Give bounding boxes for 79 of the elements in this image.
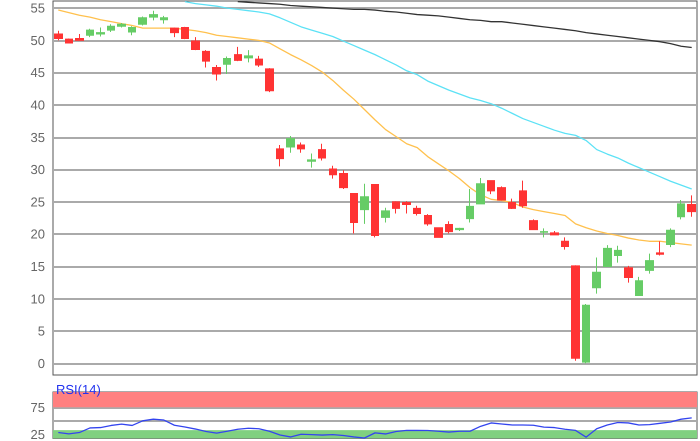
candlestick: [65, 38, 73, 44]
y-tick-label: 15: [30, 258, 45, 274]
candlestick: [138, 16, 147, 26]
candlestick: [434, 227, 443, 238]
candlestick: [360, 183, 369, 224]
line-series: [184, 0, 692, 190]
candlestick: [603, 244, 612, 267]
candlestick: [476, 177, 485, 204]
candlestick: [508, 198, 516, 210]
candlestick: [318, 143, 326, 162]
candlestick: [413, 205, 421, 216]
candlestick: [286, 136, 295, 154]
candlestick: [687, 194, 696, 218]
candlestick: [582, 303, 590, 364]
candlestick: [276, 144, 284, 167]
candlestick: [244, 50, 253, 63]
candlestick: [128, 26, 136, 36]
candlestick: [255, 55, 263, 68]
candlestick: [350, 192, 358, 234]
y-tick-label: 5: [38, 324, 45, 339]
candlestick: [561, 236, 569, 250]
candlestick: [117, 22, 126, 28]
candlestick: [307, 152, 316, 168]
candlestick: [86, 28, 94, 38]
line-series: [58, 417, 692, 439]
candlestick: [202, 50, 210, 68]
y-tick-label: 35: [30, 130, 45, 145]
candlestick: [96, 26, 105, 38]
y-tick-label: 75: [30, 400, 45, 415]
y-tick-label: 25: [30, 427, 45, 441]
y-tick-label: 45: [30, 65, 45, 80]
candlestick: [160, 15, 168, 24]
candlestick: [402, 200, 411, 214]
candlestick: [191, 36, 200, 51]
candlestick: [677, 199, 685, 220]
candlestick: [212, 64, 221, 81]
candlestick: [265, 68, 274, 93]
line-series: [237, 0, 692, 48]
candlestick: [392, 200, 400, 214]
candlestick: [339, 170, 348, 190]
candlestick: [297, 142, 305, 154]
candlestick: [329, 165, 337, 180]
candlestick: [223, 56, 231, 74]
candlestick: [170, 26, 179, 38]
candlestick: [656, 240, 664, 256]
y-tick-label: 0: [38, 356, 45, 371]
candlestick: [540, 228, 548, 238]
candlestick: [592, 256, 601, 294]
line-series: [58, 9, 692, 246]
candlestick: [424, 214, 432, 226]
candlestick: [487, 180, 495, 195]
candlestick: [54, 30, 63, 41]
candlestick: [381, 207, 390, 224]
candlestick: [149, 10, 158, 21]
candlestick: [181, 26, 189, 40]
candlestick: [234, 46, 242, 62]
candlestick: [666, 228, 675, 248]
candlestick: [466, 188, 474, 224]
y-tick-label: 40: [30, 97, 45, 112]
candlestick: [497, 186, 506, 202]
candlestick: [519, 180, 527, 208]
y-tick-label: 20: [30, 226, 45, 242]
candlestick: [371, 184, 379, 238]
y-tick-label: 30: [30, 162, 45, 178]
candlestick: [571, 264, 580, 362]
candlestick: [645, 253, 654, 274]
candlestick: [107, 24, 115, 33]
y-tick-label: 10: [30, 291, 45, 306]
candlestick: [635, 276, 643, 296]
y-tick-label: 50: [30, 32, 45, 48]
candlestick: [445, 220, 453, 234]
y-tick-label: 55: [30, 0, 45, 16]
candlestick: [614, 245, 622, 264]
candlestick: [75, 33, 84, 41]
candlestick: [529, 218, 538, 230]
y-tick-label: 25: [30, 194, 45, 210]
candlestick: [624, 265, 633, 284]
candlestick: [455, 227, 464, 232]
candlestick: [550, 230, 559, 236]
